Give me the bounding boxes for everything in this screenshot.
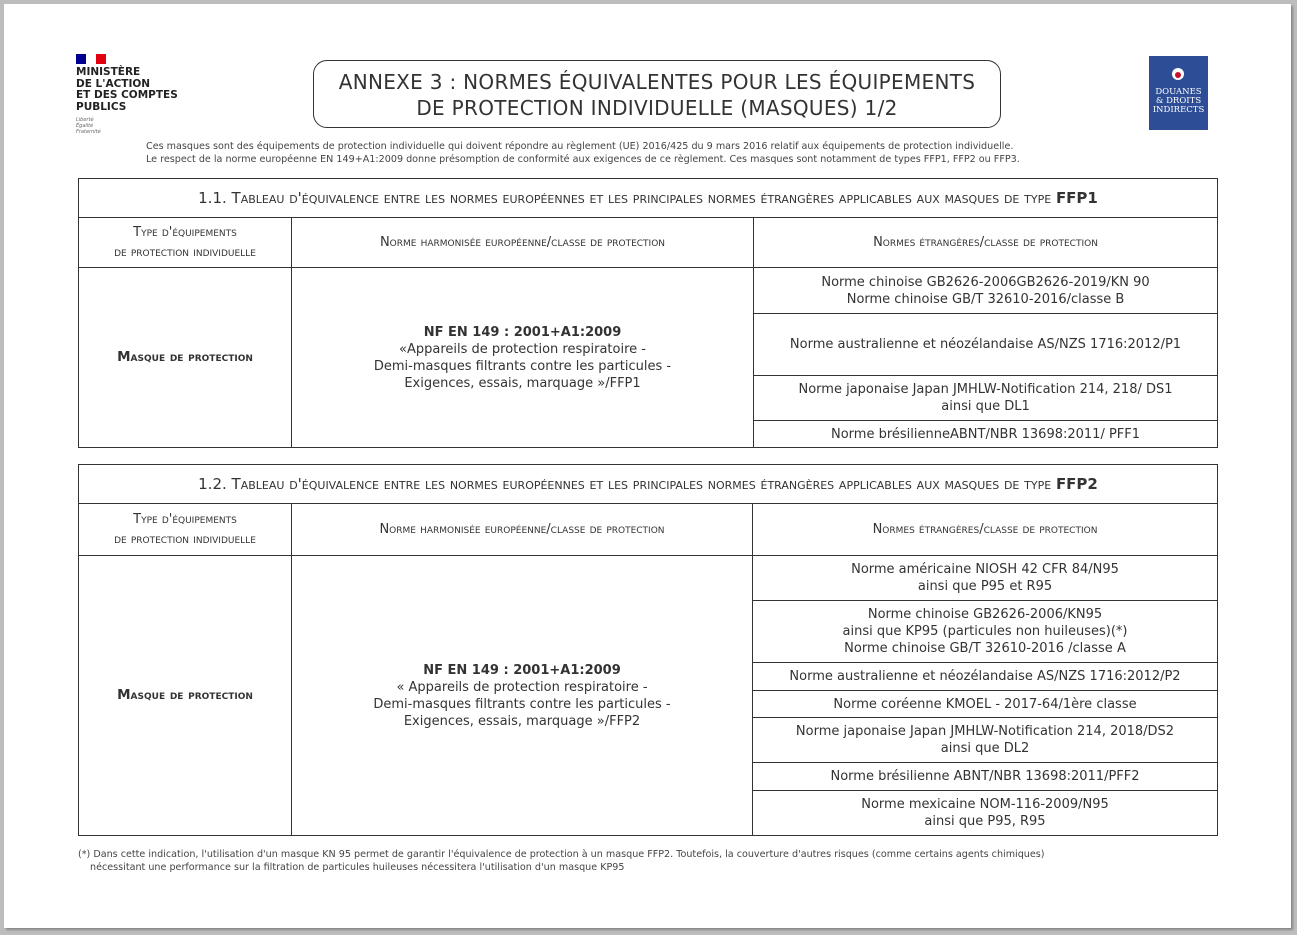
eu-desc: «Appareils de protection respiratoire -: [399, 341, 646, 357]
eu-desc: Exigences, essais, marquage »/FFP1: [404, 375, 641, 391]
header-type: Type d'équipements de protection individu…: [78, 503, 292, 556]
motto: Liberté Égalité Fraternité: [76, 117, 101, 135]
foreign-norm: Norme japonaise Japan JMHLW-Notification…: [752, 375, 1219, 421]
header-type: Type d'équipements de protection individu…: [78, 217, 292, 268]
norm-line: Norme australienne et néozélandaise AS/N…: [789, 337, 1182, 352]
flame-icon: [1172, 68, 1184, 80]
norm-line: Norme japonaise Japan JMHLW-Notification…: [798, 382, 1173, 397]
foreign-norm: Norme australienne et néozélandaise AS/N…: [751, 662, 1219, 691]
eu-desc: Demi-masques filtrants contre les partic…: [373, 696, 671, 712]
equipment-type: Masque de protection: [78, 267, 292, 448]
logo-line: DOUANES: [1155, 87, 1202, 97]
title-line: ANNEXE 3 : NORMES ÉQUIVALENTES POUR LES …: [338, 70, 976, 94]
ministry-line: ET DES COMPTES: [76, 89, 178, 101]
header-foreign-norms: Normes étrangères/classe de protection: [751, 503, 1219, 556]
intro-line: Le respect de la norme européenne EN 149…: [146, 154, 1020, 165]
eu-desc: « Appareils de protection respiratoire -: [396, 679, 648, 695]
foreign-norm: Norme chinoise GB2626-2006GB2626-2019/KN…: [752, 267, 1219, 314]
logo-line: INDIRECTS: [1152, 105, 1205, 115]
norm-line: Norme chinoise GB/T 32610-2016 /classe A: [844, 641, 1126, 656]
header-line: de protection individuelle: [114, 244, 256, 260]
header-eu-norm: Norme harmonisée européenne/classe de pr…: [291, 503, 753, 556]
ministry-line: PUBLICS: [76, 100, 127, 113]
footnote-line: nécessitant une performance sur la filtr…: [90, 862, 625, 873]
footnote: (*) Dans cette indication, l'utilisation…: [78, 848, 1045, 874]
title-text: 1.1. Tableau d'équivalence entre les nor…: [198, 188, 1056, 207]
norm-line: Norme chinoise GB2626-2006/KN95: [867, 607, 1103, 622]
norm-line: ainsi que KP95 (particules non huileuses…: [842, 624, 1128, 639]
title-text: 1.2. Tableau d'équivalence entre les nor…: [198, 474, 1056, 493]
foreign-norm: Norme coréenne KMOEL - 2017-64/1ère clas…: [751, 690, 1219, 718]
page-title: ANNEXE 3 : NORMES ÉQUIVALENTES POUR LES …: [313, 60, 1001, 128]
foreign-norm: Norme brésilienneABNT/NBR 13698:2011/ PF…: [752, 420, 1219, 448]
norm-line: Norme coréenne KMOEL - 2017-64/1ère clas…: [833, 696, 1137, 712]
header-eu-norm: Norme harmonisée européenne/classe de pr…: [291, 217, 754, 268]
ministry-line: MINISTÈRE: [76, 66, 141, 78]
intro-line: Ces masques sont des équipements de prot…: [146, 141, 1014, 152]
motto-line: Liberté: [76, 117, 94, 123]
table-ffp2: 1.2. Tableau d'équivalence entre les nor…: [77, 464, 1219, 836]
norm-line: ainsi que P95 et R95: [917, 579, 1053, 594]
foreign-norm: Norme japonaise Japan JMHLW-Notification…: [751, 717, 1219, 763]
foreign-norm: Norme australienne et néozélandaise AS/N…: [752, 313, 1219, 376]
table-ffp1: 1.1. Tableau d'équivalence entre les nor…: [77, 178, 1219, 448]
foreign-norm: Norme mexicaine NOM-116-2009/N95 ainsi qu…: [751, 790, 1219, 836]
douanes-logo: DOUANES & DROITS INDIRECTS: [1149, 56, 1208, 130]
norm-line: Norme américaine NIOSH 42 CFR 84/N95: [851, 562, 1119, 577]
norm-line: Norme japonaise Japan JMHLW-Notification…: [795, 724, 1175, 739]
norm-line: ainsi que P95, R95: [924, 814, 1046, 829]
motto-line: Égalité: [76, 123, 94, 129]
norm-line: Norme chinoise GB2626-2006GB2626-2019/KN…: [821, 274, 1150, 290]
norm-line: Norme brésilienne ABNT/NBR 13698:2011/PF…: [830, 769, 1140, 784]
eu-norm-cell: NF EN 149 : 2001+A1:2009 « Appareils de p…: [291, 555, 753, 836]
table-title: 1.2. Tableau d'équivalence entre les nor…: [77, 464, 1219, 504]
foreign-norm: Norme chinoise GB2626-2006/KN95 ainsi que…: [751, 600, 1219, 663]
norm-line: ainsi que DL1: [941, 399, 1030, 414]
ministry-name: MINISTÈRE DE L'ACTION ET DES COMPTES PUB…: [76, 66, 178, 113]
equipment-type: Masque de protection: [78, 555, 292, 836]
header-line: Type d'équipements: [133, 511, 237, 527]
title-type: FFP1: [1055, 188, 1098, 207]
intro-text: Ces masques sont des équipements de prot…: [146, 140, 1020, 166]
eu-desc: Exigences, essais, marquage »/FFP2: [403, 713, 641, 729]
title-line: DE PROTECTION INDIVIDUELLE (MASQUES) 1/2: [416, 96, 898, 120]
header-line: Type d'équipements: [133, 224, 237, 240]
logo-line: & DROITS: [1155, 96, 1202, 106]
ministry-line: DE L'ACTION: [76, 77, 151, 90]
norm-line: Norme australienne et néozélandaise AS/N…: [789, 669, 1181, 684]
norm-line: Norme mexicaine NOM-116-2009/N95: [861, 797, 1109, 812]
foreign-norm: Norme brésilienne ABNT/NBR 13698:2011/PF…: [751, 762, 1219, 791]
norm-line: Norme brésilienneABNT/NBR 13698:2011/ PF…: [830, 426, 1141, 442]
norm-line: ainsi que DL2: [940, 741, 1030, 756]
title-type: FFP2: [1055, 474, 1098, 493]
eu-desc: Demi-masques filtrants contre les partic…: [373, 358, 672, 374]
eu-norm: NF EN 149 : 2001+A1:2009: [423, 324, 622, 340]
eu-norm-cell: NF EN 149 : 2001+A1:2009 «Appareils de pr…: [291, 267, 754, 448]
motto-line: Fraternité: [76, 129, 101, 135]
french-flag-logo: [76, 54, 106, 64]
header-line: de protection individuelle: [114, 531, 256, 547]
header-foreign-norms: Normes étrangères/classe de protection: [752, 217, 1219, 268]
footnote-line: (*) Dans cette indication, l'utilisation…: [78, 849, 1045, 860]
norm-line: Norme chinoise GB/T 32610-2016/classe B: [846, 291, 1125, 307]
table-title: 1.1. Tableau d'équivalence entre les nor…: [77, 178, 1219, 218]
eu-norm: NF EN 149 : 2001+A1:2009: [423, 662, 621, 678]
foreign-norm: Norme américaine NIOSH 42 CFR 84/N95 ains…: [751, 555, 1219, 601]
